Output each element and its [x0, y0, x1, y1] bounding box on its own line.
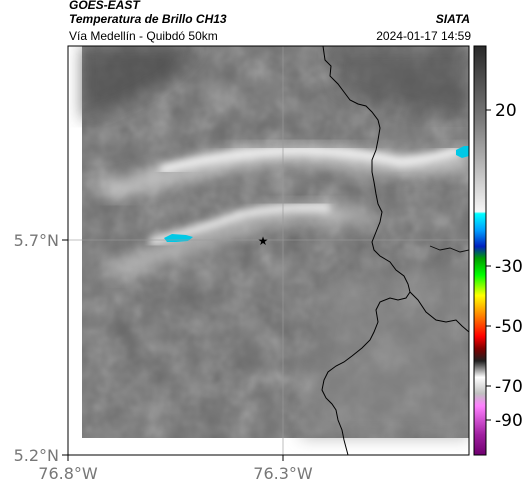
route-subtitle: Vía Medellín - Quibdó 50km — [69, 29, 218, 43]
colorbar-tick-label: -30 — [495, 257, 523, 277]
lon-tick-label: 76.3°W — [253, 464, 313, 483]
lat-tick-label: 5.2°N — [14, 446, 59, 465]
lon-tick-label: 76.8°W — [38, 464, 98, 483]
department-border — [321, 46, 411, 455]
datetime-label: 2024-01-17 14:59 — [376, 29, 471, 43]
department-border — [429, 245, 469, 253]
colorbar-tick-label: -50 — [495, 317, 523, 337]
satellite-imagery — [68, 46, 469, 455]
colorbar-tick-label: -70 — [495, 377, 523, 397]
lat-tick-label: 5.7°N — [14, 231, 59, 250]
agency-label: SIATA — [435, 12, 470, 26]
department-border — [409, 291, 469, 333]
colorbar: 20 -30 -50 -70 -90 — [473, 45, 523, 456]
colorbar-tick-label: -90 — [495, 411, 523, 431]
location-star-icon: ★ — [258, 234, 269, 248]
colorbar-tick-label: 20 — [495, 101, 517, 121]
product-title: Temperatura de Brillo CH13 — [69, 12, 227, 26]
map-frame — [67, 45, 470, 456]
cold-cloud-patch — [456, 146, 469, 158]
satellite-title: GOES-EAST — [69, 0, 140, 12]
